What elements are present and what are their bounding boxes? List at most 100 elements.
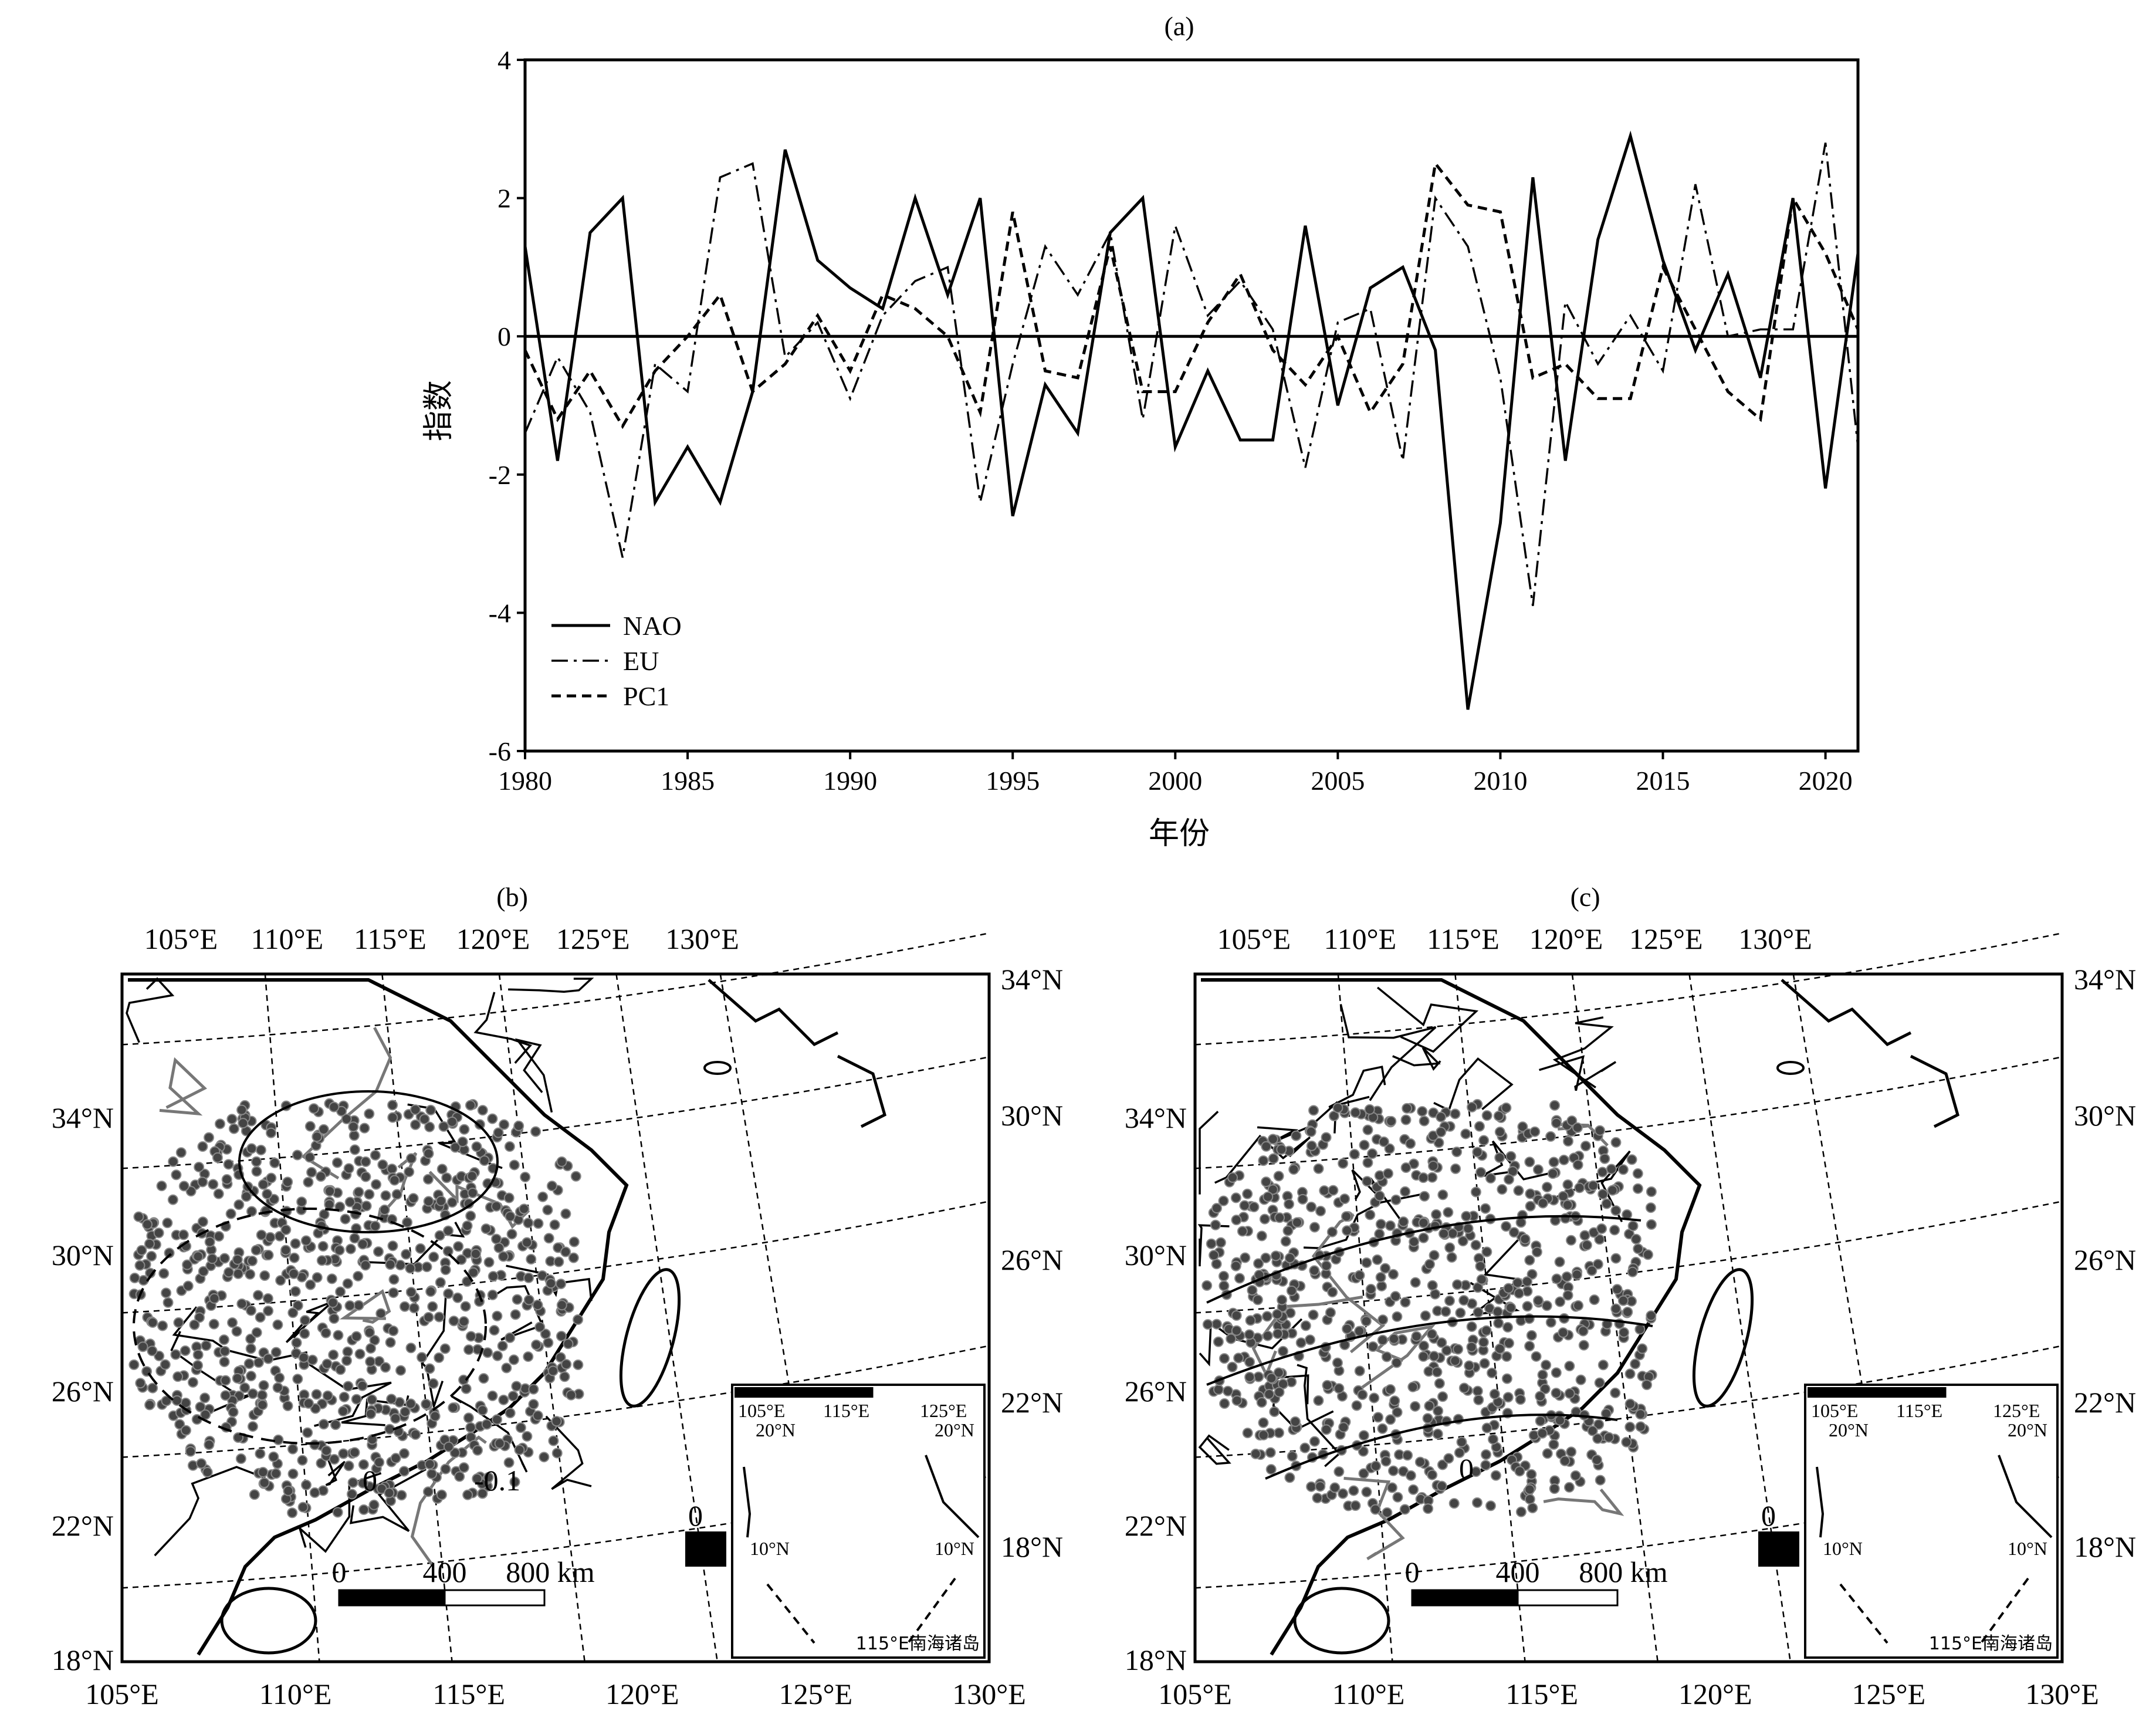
station-dot xyxy=(1617,1295,1629,1306)
station-dot xyxy=(1430,1289,1441,1300)
contour-line xyxy=(1206,1215,1641,1304)
station-dot xyxy=(180,1425,191,1436)
station-dot xyxy=(192,1251,204,1262)
lon-label-bottom: 130°E xyxy=(952,1678,1026,1710)
station-dot xyxy=(1265,1447,1276,1458)
inset-land xyxy=(735,1387,874,1398)
station-dot xyxy=(1407,1381,1419,1392)
station-dot xyxy=(454,1471,465,1482)
station-dot xyxy=(365,1408,377,1419)
station-dot xyxy=(1400,1162,1412,1173)
station-dot xyxy=(1589,1294,1600,1306)
station-dot xyxy=(1610,1303,1622,1314)
station-dot xyxy=(1481,1110,1492,1121)
station-dot xyxy=(161,1395,172,1406)
station-dot xyxy=(241,1191,252,1202)
station-dot xyxy=(505,1211,516,1222)
station-dot xyxy=(1429,1351,1440,1362)
station-dot xyxy=(1299,1442,1311,1453)
province-boundary xyxy=(304,1361,392,1427)
inset-lat-label: 20°N xyxy=(935,1419,974,1441)
inset-lat-label: 20°N xyxy=(756,1419,796,1441)
station-dot xyxy=(1378,1136,1389,1147)
station-dot xyxy=(539,1452,550,1463)
station-dot xyxy=(1597,1360,1609,1371)
station-dot xyxy=(1531,1246,1542,1257)
station-dot xyxy=(559,1371,570,1382)
station-dot xyxy=(1536,1428,1548,1439)
station-dot xyxy=(339,1391,350,1402)
station-dot xyxy=(1259,1213,1270,1225)
station-dot xyxy=(343,1163,354,1174)
station-dot xyxy=(548,1435,559,1446)
station-dot xyxy=(1548,1439,1559,1450)
station-dot xyxy=(1273,1171,1284,1182)
station-dot xyxy=(573,1359,584,1370)
province-boundary xyxy=(154,1466,266,1557)
station-dot xyxy=(330,1419,341,1431)
lat-label-left: 26°N xyxy=(52,1375,114,1408)
station-dot xyxy=(1596,1223,1607,1235)
line-chart-panel-a: (a) -6 -4 -2 0 2 4 1980 1985 1990 1995 2000 2005 20… xyxy=(421,11,1860,851)
station-dot xyxy=(1621,1436,1632,1448)
station-dot xyxy=(327,1297,339,1308)
station-dot xyxy=(1524,1157,1535,1168)
station-dot xyxy=(1479,1358,1490,1369)
station-dot xyxy=(1410,1277,1421,1288)
station-dot xyxy=(1242,1428,1253,1439)
contour-zero xyxy=(238,1090,499,1233)
station-dot xyxy=(133,1211,144,1222)
province-boundary xyxy=(285,1300,334,1343)
station-dot xyxy=(1361,1486,1372,1497)
station-dot xyxy=(197,1141,208,1152)
station-dot xyxy=(465,1210,476,1222)
scale-bar-black xyxy=(1411,1589,1519,1607)
station-dot xyxy=(1475,1260,1486,1272)
station-dot xyxy=(1375,1219,1386,1230)
station-dot xyxy=(448,1402,459,1414)
station-dot xyxy=(1592,1259,1603,1270)
station-dot xyxy=(269,1157,280,1168)
station-dot xyxy=(1494,1152,1505,1163)
station-dots xyxy=(1201,1099,1657,1518)
station-dot xyxy=(1420,1310,1431,1321)
station-dot xyxy=(417,1352,428,1363)
station-dot xyxy=(1641,1379,1653,1391)
x-tick-label: 1985 xyxy=(661,766,715,796)
station-dot xyxy=(227,1317,238,1328)
station-dot xyxy=(335,1364,346,1375)
y-axis-label: 指数 xyxy=(421,380,456,441)
station-dot xyxy=(452,1292,463,1303)
station-dot xyxy=(1309,1265,1320,1276)
station-dot xyxy=(1566,1446,1577,1458)
station-dot xyxy=(458,1316,469,1327)
station-dot xyxy=(371,1179,382,1190)
station-dot xyxy=(400,1406,411,1418)
station-dot xyxy=(1458,1382,1470,1394)
station-dot xyxy=(1490,1470,1501,1481)
lon-label-top: 120°E xyxy=(456,922,530,955)
station-dot xyxy=(1633,1243,1644,1254)
station-dot xyxy=(1609,1225,1620,1236)
station-dot xyxy=(1210,1219,1221,1230)
station-dot xyxy=(357,1380,368,1391)
station-dot xyxy=(1539,1384,1551,1395)
station-dot xyxy=(1643,1249,1654,1260)
station-dot xyxy=(1385,1220,1396,1231)
station-dot xyxy=(1211,1318,1222,1330)
station-dot xyxy=(1537,1198,1548,1209)
station-dot xyxy=(1273,1367,1284,1378)
station-dot xyxy=(209,1293,220,1304)
station-dot xyxy=(1453,1344,1464,1355)
station-dot xyxy=(568,1252,579,1263)
station-dot xyxy=(1637,1343,1648,1354)
station-dot xyxy=(238,1118,249,1129)
station-dot xyxy=(443,1225,454,1236)
station-dot xyxy=(1260,1252,1271,1263)
station-dot xyxy=(256,1229,267,1240)
scale-label: 0 xyxy=(332,1556,347,1588)
lat-label-right: 18°N xyxy=(2074,1530,2136,1563)
station-dot xyxy=(282,1176,293,1188)
station-dot xyxy=(389,1175,400,1186)
station-dot xyxy=(290,1286,301,1297)
